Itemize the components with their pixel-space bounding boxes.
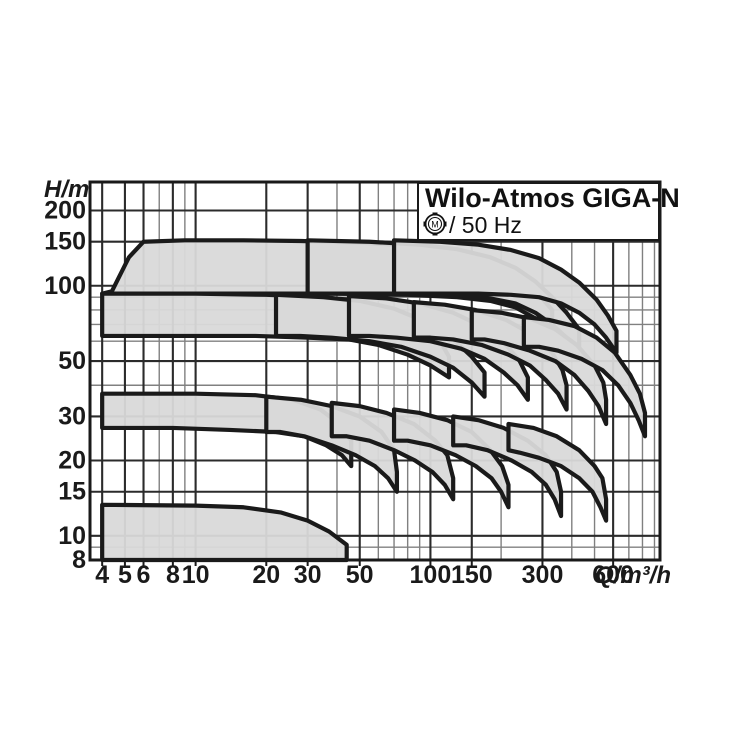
y-axis-title: H/m xyxy=(44,176,89,203)
y-tick-label: 15 xyxy=(58,478,86,506)
x-tick-label: 4 xyxy=(95,561,109,589)
y-tick-label: 8 xyxy=(72,546,86,574)
y-tick-label: 150 xyxy=(44,228,86,256)
y-tick-label: 200 xyxy=(44,197,86,225)
x-axis-ticks: 4 5 6 8 10 20 30 50 100 150 300 600 xyxy=(95,560,634,589)
motor-circle-icon: M xyxy=(423,212,447,236)
y-tick-label: 100 xyxy=(44,272,86,300)
y-tick-label: 30 xyxy=(58,403,86,431)
title-box: Wilo-Atmos GIGA-N M / 50 Hz xyxy=(417,182,680,241)
chart-title: Wilo-Atmos GIGA-N xyxy=(425,183,680,213)
x-tick-label: 5 xyxy=(118,561,132,589)
motor-symbol-letter: M xyxy=(431,220,439,230)
title-box-background xyxy=(417,182,660,241)
y-tick-label: 10 xyxy=(58,522,86,550)
y-tick-label: 50 xyxy=(58,347,86,375)
plot-frame xyxy=(88,180,662,562)
x-tick-label: 6 xyxy=(137,561,151,589)
envelope-regions xyxy=(100,238,648,563)
y-tick-label: 20 xyxy=(58,447,86,475)
y-axis-ticks: 200 150 100 50 30 20 15 108 xyxy=(44,197,86,575)
x-axis-title: Q/m³/h xyxy=(595,562,671,589)
envelope-15 xyxy=(506,421,609,523)
x-tick-label: 8 xyxy=(166,561,180,589)
envelope-9 xyxy=(521,314,648,439)
chart-subtitle: / 50 Hz xyxy=(449,212,522,238)
